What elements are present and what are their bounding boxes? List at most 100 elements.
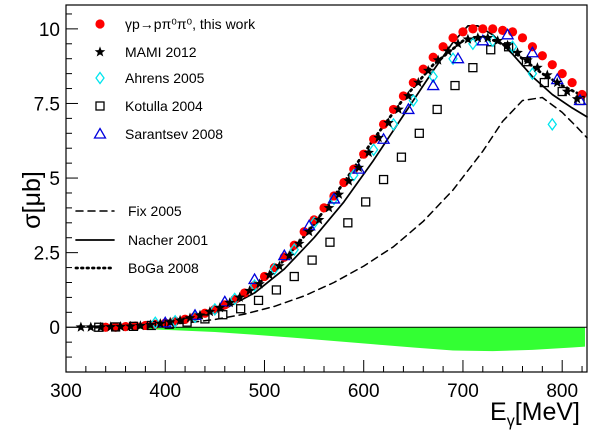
x-axis-title-unit: [MeV] [515, 398, 580, 426]
data-point [254, 278, 265, 289]
data-point [376, 132, 391, 144]
data-point [194, 309, 206, 320]
data-point [184, 312, 196, 323]
data-point [383, 117, 394, 128]
data-point [571, 93, 583, 104]
data-point [547, 60, 557, 70]
data-point [293, 238, 305, 249]
data-point [164, 316, 176, 327]
data-point [247, 272, 262, 285]
data-point [567, 77, 577, 88]
data-point [428, 70, 438, 84]
data-point [378, 174, 389, 185]
y-tick-label: 7.5 [34, 94, 60, 115]
data-point [432, 104, 442, 115]
data-point [462, 33, 474, 44]
x-tick-label: 300 [50, 381, 82, 402]
x-tick-label: 400 [149, 381, 181, 402]
data-point [551, 77, 563, 88]
data-point [482, 32, 494, 43]
data-point [309, 215, 319, 225]
data-point [214, 302, 226, 313]
data-point [125, 320, 136, 331]
x-axis-title-main: E [490, 398, 507, 426]
x-tick-label: 600 [348, 381, 380, 402]
data-point [174, 314, 186, 325]
data-point [450, 80, 460, 91]
x-tick-label: 500 [249, 381, 281, 402]
plot-area [66, 24, 588, 352]
data-point [532, 62, 543, 73]
legend-label: MAMI 2012 [125, 44, 197, 60]
data-point [426, 78, 440, 91]
data-point [561, 85, 573, 97]
data-point [512, 47, 523, 58]
data-point [105, 321, 116, 332]
data-point [145, 319, 156, 330]
legend-label: BoGa 2008 [128, 260, 199, 276]
x-tick-label: 800 [546, 381, 578, 402]
data-point [224, 297, 236, 308]
legend-swatch [95, 71, 105, 85]
legend-swatch [94, 46, 106, 57]
data-point [500, 28, 515, 40]
data-point [472, 32, 484, 43]
data-point [271, 285, 282, 295]
data-point [451, 51, 465, 64]
data-point [527, 67, 538, 81]
data-point [442, 45, 454, 56]
data-point [264, 269, 275, 280]
data-point [135, 320, 146, 331]
data-point [115, 321, 126, 332]
legend-label: Sarantsev 2008 [125, 126, 223, 142]
data-point [432, 54, 444, 65]
data-point [303, 226, 315, 237]
data-point [458, 27, 468, 37]
data-point [284, 250, 295, 261]
data-point [146, 320, 156, 331]
data-point [353, 162, 365, 173]
data-point [557, 69, 567, 79]
data-point [204, 306, 216, 317]
x-axis-title: Eγ[MeV] [490, 398, 580, 430]
data-point [448, 33, 458, 43]
data-point [537, 51, 547, 61]
data-point [75, 321, 87, 332]
data-point [408, 77, 418, 88]
legend-label: γp→pπ⁰π⁰, this work [125, 16, 256, 32]
y-tick-label: 10 [39, 20, 60, 41]
data-point [542, 69, 553, 80]
data-point [468, 24, 478, 34]
data-point [401, 102, 415, 115]
legend-swatch [93, 127, 107, 139]
data-point [289, 243, 300, 257]
data-point [150, 316, 161, 330]
data-point [323, 202, 335, 213]
y-tick-label: 5 [49, 169, 60, 190]
y-tick-label: 2.5 [34, 244, 60, 265]
data-point [488, 24, 498, 34]
systematic-error-band [95, 327, 586, 352]
data-point [95, 321, 107, 332]
data-point [343, 175, 355, 186]
data-point [396, 152, 407, 162]
data-point [244, 285, 255, 296]
data-point [352, 162, 366, 174]
legend-swatch [95, 101, 105, 111]
data-point [373, 132, 384, 143]
data-point [343, 218, 353, 228]
data-point [253, 295, 264, 306]
y-tick-label: 0 [49, 318, 60, 339]
data-point [218, 310, 228, 320]
x-axis-title-sub: γ [507, 413, 515, 430]
data-point [388, 104, 399, 115]
legend-label: Fix 2005 [128, 203, 182, 219]
data-point [393, 103, 404, 114]
data-point [182, 317, 192, 327]
legend: γp→pπ⁰π⁰, this work MAMI 2012 Ahrens 2005 K… [74, 16, 256, 276]
legend-label: Kotulla 2004 [125, 98, 203, 114]
data-point [517, 33, 528, 43]
legend-swatch [95, 19, 105, 29]
data-point [478, 24, 488, 34]
data-point [234, 291, 245, 302]
